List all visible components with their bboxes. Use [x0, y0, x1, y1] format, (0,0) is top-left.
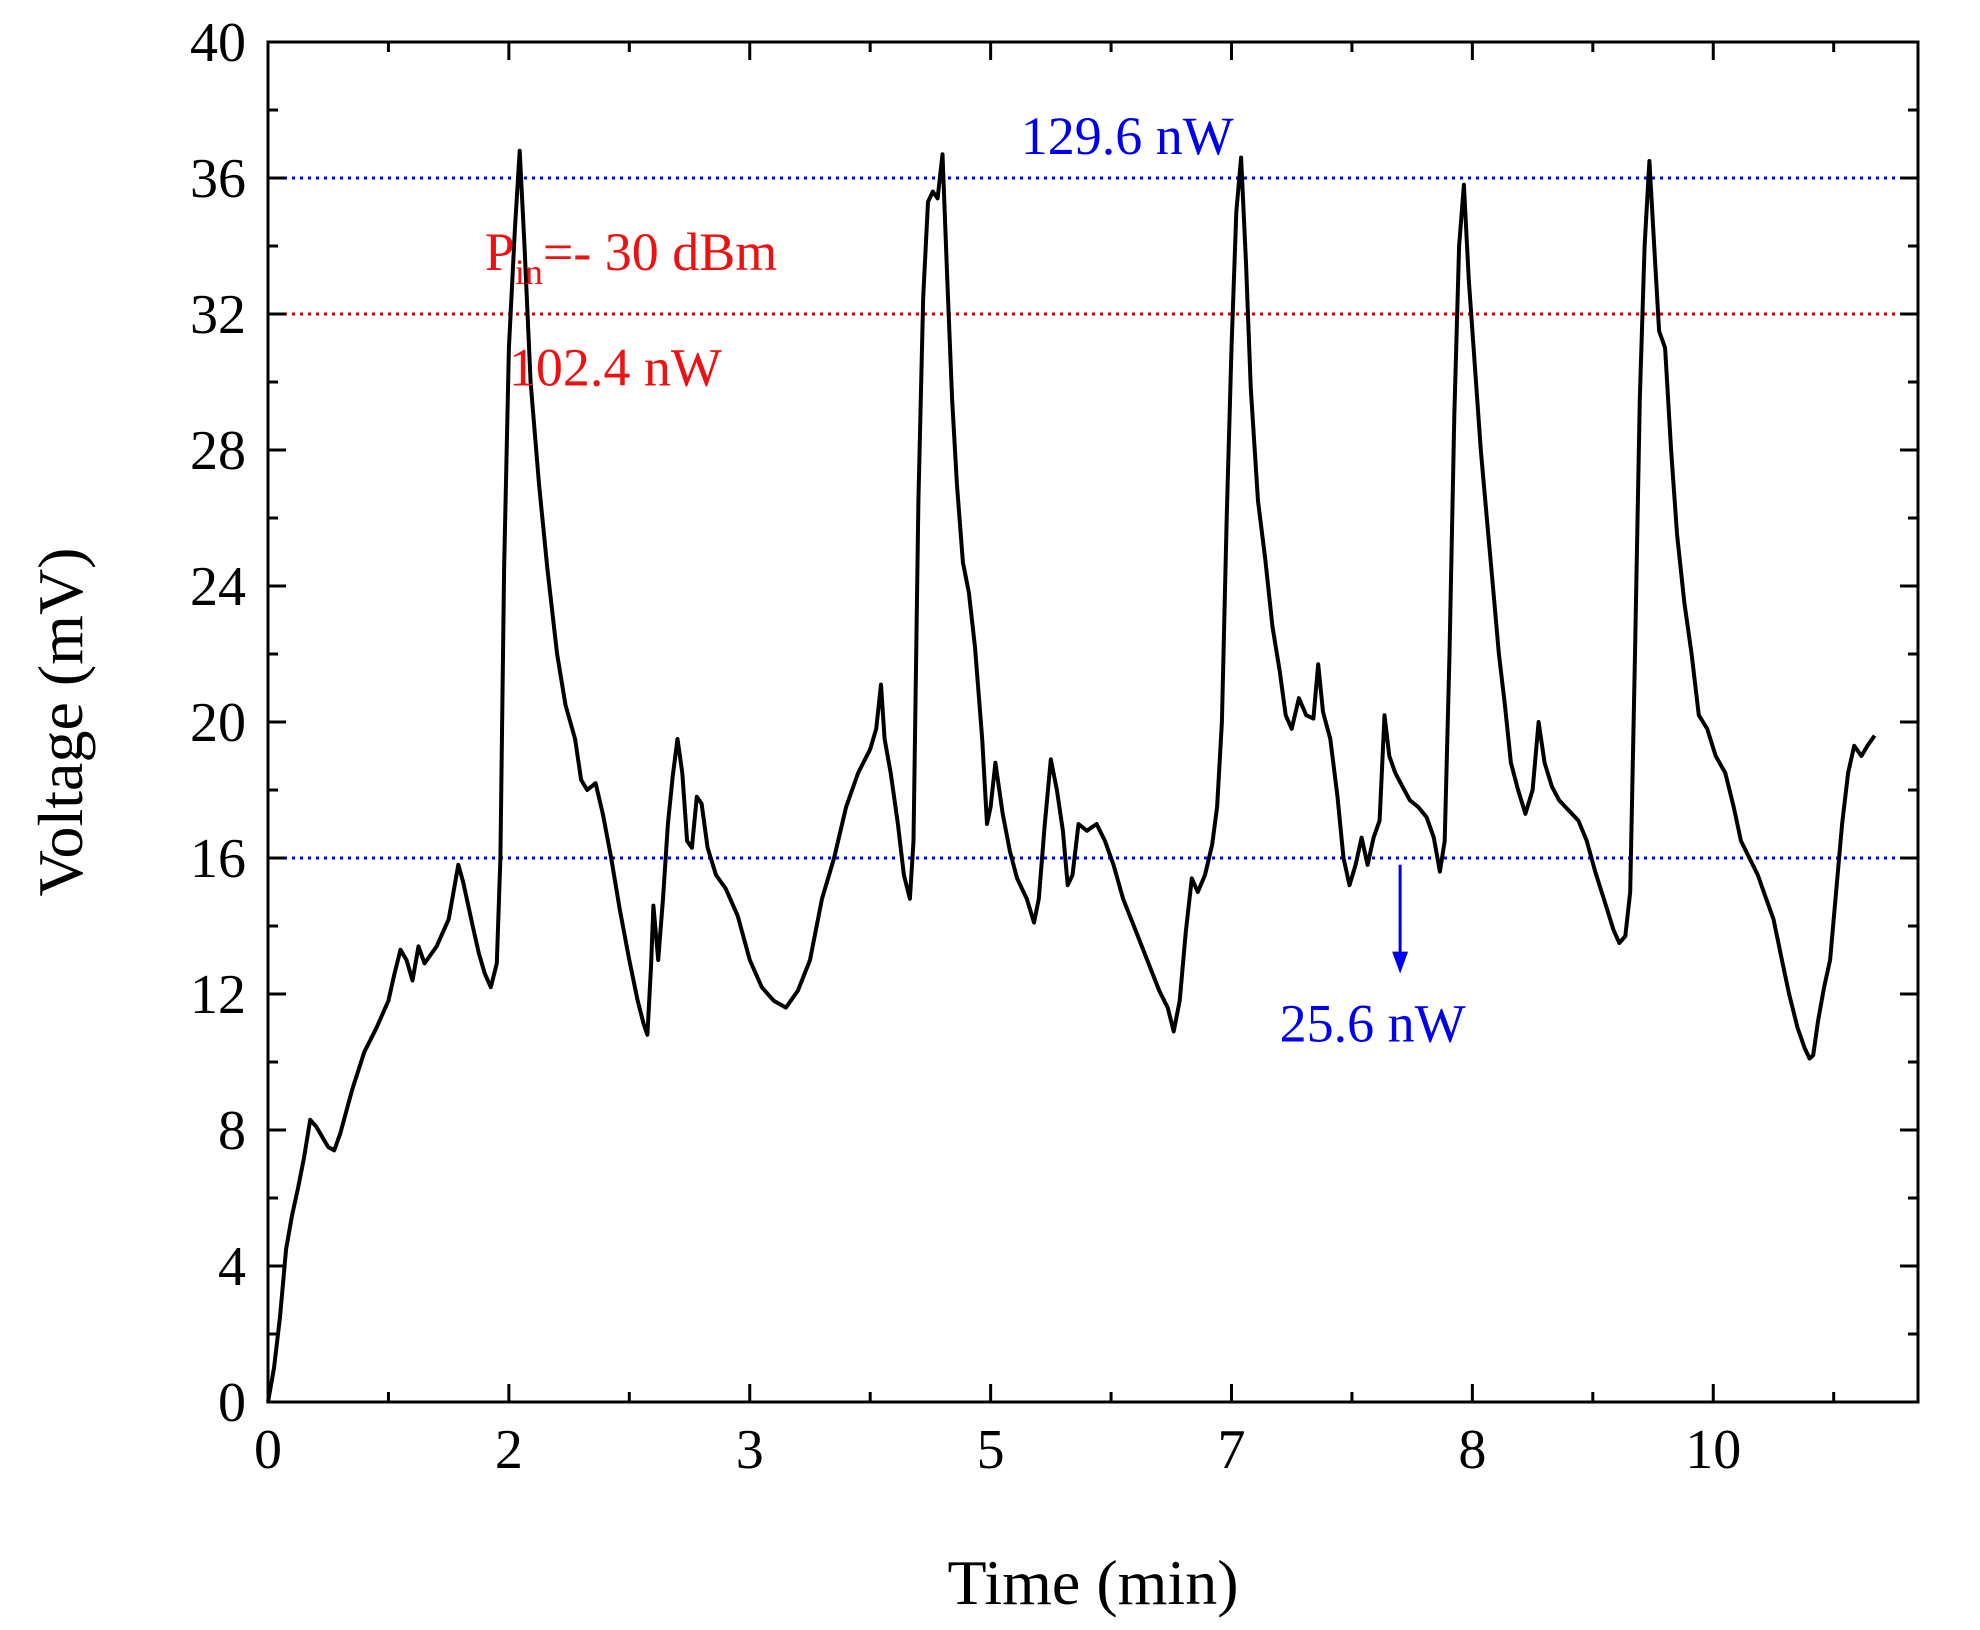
x-tick-label: 8: [1458, 1419, 1486, 1481]
y-tick-label: 36: [190, 148, 246, 210]
pin-symbol: P: [485, 222, 515, 282]
axis-titles: Time (min) Voltage (mV): [25, 548, 1239, 1618]
x-tick-label: 10: [1685, 1419, 1741, 1481]
annotations: 129.6 nW Pin=- 30 dBm 102.4 nW 25.6 nW: [485, 106, 1466, 1053]
pin-value: =- 30 dBm: [543, 222, 777, 282]
x-tick-label: 7: [1218, 1419, 1246, 1481]
x-tick-label: 2: [495, 1419, 523, 1481]
y-tick-label: 8: [218, 1100, 246, 1162]
series-line-voltage: [266, 148, 1877, 1403]
y-tick-label: 24: [190, 556, 246, 618]
x-tick-label: 5: [977, 1419, 1005, 1481]
input-power-label: Pin=- 30 dBm: [485, 222, 778, 292]
y-axis-title: Voltage (mV): [25, 548, 96, 897]
x-axis-title: Time (min): [948, 1547, 1239, 1618]
pin-subscript: in: [515, 252, 543, 292]
x-tick-label: 3: [736, 1419, 764, 1481]
x-tick-label: 0: [254, 1419, 282, 1481]
reference-lines: [268, 176, 1918, 860]
bottom-power-label: 25.6 nW: [1280, 994, 1466, 1054]
y-tick-label: 32: [190, 284, 246, 346]
y-tick-label: 0: [218, 1372, 246, 1434]
y-tick-label: 20: [190, 692, 246, 754]
y-tick-label: 12: [190, 964, 246, 1026]
y-tick-label: 40: [190, 12, 246, 74]
series-layer: [266, 148, 1877, 1403]
y-tick-label: 16: [190, 828, 246, 890]
red-power-label: 102.4 nW: [509, 337, 722, 397]
y-tick-label: 28: [190, 420, 246, 482]
y-tick-label: 4: [218, 1236, 246, 1298]
arrow-head-icon: [1392, 951, 1409, 974]
top-power-label: 129.6 nW: [1021, 106, 1234, 166]
axes: 0 4 8 12 16 20 24 28 32 36 40 0 2 3 5 7 8 10: [190, 12, 1920, 1481]
